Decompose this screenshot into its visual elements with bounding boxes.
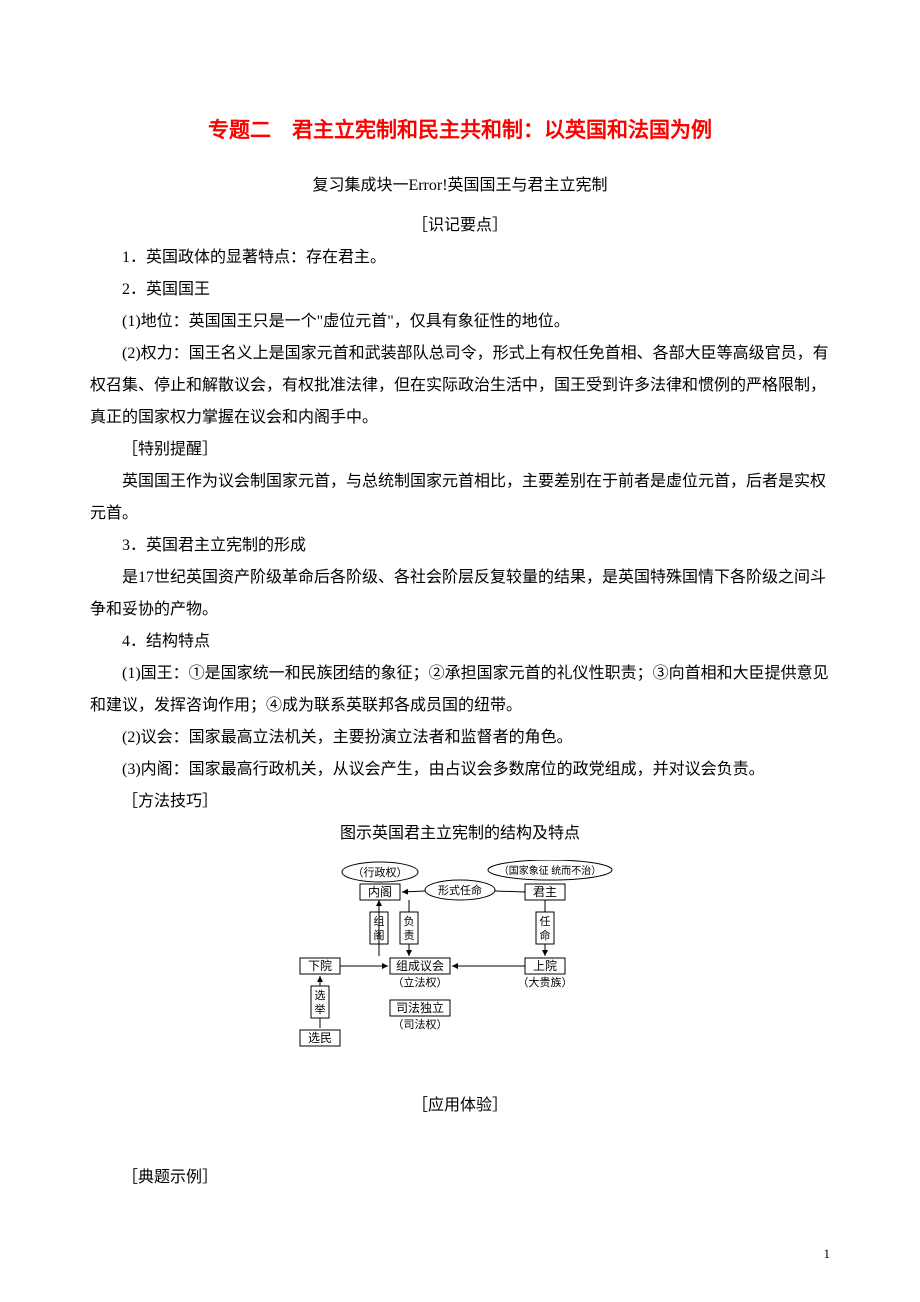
page-number: 1 — [824, 1246, 831, 1262]
label-xuan: 选 — [315, 989, 326, 1002]
node-xiayuan: 下院 — [308, 959, 332, 973]
label-ren: 任 — [540, 915, 551, 928]
tip-text: 英国国王作为议会制国家元首，与总统制国家元首相比，主要差别在于前者是虚位元首，后… — [90, 466, 830, 530]
constitutional-monarchy-diagram: （行政权） 内阁 （国家象征 统而不治） 君主 形式任命 组 阁 负 责 任 命 — [290, 860, 630, 1060]
node-xuanmin: 选民 — [308, 1031, 332, 1045]
apply-label: ［应用体验］ — [90, 1090, 830, 1122]
point-4-1: (1)国王：①是国家统一和民族团结的象征；②承担国家元首的礼仪性职责；③向首相和… — [90, 658, 830, 722]
document-page: 专题二 君主立宪制和民主共和制：以英国和法国为例 复习集成块一Error!英国国… — [0, 0, 920, 1254]
label-daguizu: （大贵族） — [518, 975, 573, 989]
point-3-text: 是17世纪英国资产阶级革命后各阶级、各社会阶层反复较量的结果，是英国特殊国情下各… — [90, 562, 830, 626]
diagram-caption: 图示英国君主立宪制的结构及特点 — [90, 818, 830, 850]
section-memorize: ［识记要点］ — [90, 210, 830, 242]
point-4-2: (2)议会：国家最高立法机关，主要扮演立法者和监督者的角色。 — [90, 722, 830, 754]
node-shangyuan: 上院 — [533, 959, 557, 973]
point-1: 1．英国政体的显著特点：存在君主。 — [90, 242, 830, 274]
point-4: 4．结构特点 — [90, 626, 830, 658]
subline-error: Error! — [408, 177, 447, 194]
point-3: 3．英国君主立宪制的形成 — [90, 530, 830, 562]
label-ze: 责 — [404, 929, 415, 942]
label-lifa: （立法权） — [393, 975, 448, 989]
point-4-3: (3)内阁：国家最高行政机关，从议会产生，由占议会多数席位的政党组成，并对议会负… — [90, 754, 830, 786]
label-xingshi: 形式任命 — [438, 883, 482, 897]
tip-label: ［特别提醒］ — [90, 434, 830, 466]
point-2-1: (1)地位：英国国王只是一个"虚位元首"，仅具有象征性的地位。 — [90, 306, 830, 338]
point-2: 2．英国国王 — [90, 274, 830, 306]
method-label: ［方法技巧］ — [90, 786, 830, 818]
point-2-2: (2)权力：国王名义上是国家元首和武装部队总司令，形式上有权任免首相、各部大臣等… — [90, 338, 830, 434]
review-block-line: 复习集成块一Error!英国国王与君主立宪制 — [90, 170, 830, 202]
topic-title: 专题二 君主立宪制和民主共和制：以英国和法国为例 — [90, 110, 830, 152]
node-junzhu: 君主 — [533, 885, 557, 899]
node-zucheng: 组成议会 — [396, 959, 444, 973]
label-xingzheng: （行政权） — [353, 865, 408, 879]
example-label: ［典题示例］ — [90, 1162, 830, 1194]
subline-prefix: 复习集成块一 — [312, 177, 408, 194]
label-ming: 命 — [540, 928, 551, 942]
label-sifa: （司法权） — [393, 1017, 448, 1031]
label-fu: 负 — [404, 914, 415, 928]
label-ju: 举 — [315, 1002, 326, 1016]
label-guojia: （国家象征 统而不治） — [499, 864, 602, 877]
subline-suffix: 英国国王与君主立宪制 — [448, 177, 608, 194]
node-sifaduli: 司法独立 — [396, 1000, 444, 1015]
node-neige: 内阁 — [368, 885, 392, 899]
